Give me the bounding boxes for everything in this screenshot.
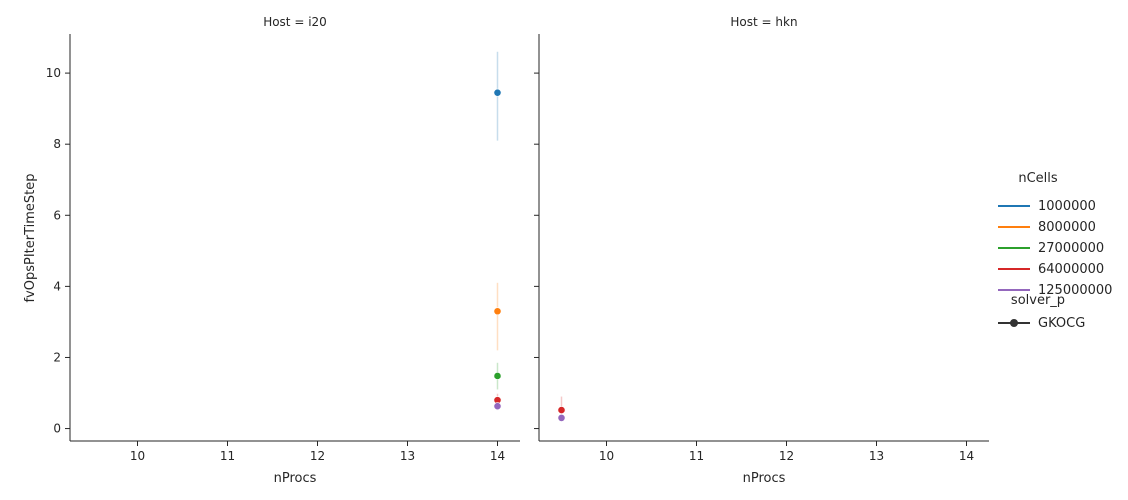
x-tick-label: 11 bbox=[220, 449, 235, 463]
x-tick-label: 10 bbox=[130, 449, 145, 463]
legend-hue-title: nCells bbox=[1018, 171, 1058, 186]
chart-panel-host-hkn: Host = hkn 10 11 12 13 14 nProcs bbox=[534, 15, 989, 486]
legend-style-title: solver_p bbox=[1011, 293, 1065, 308]
data-point bbox=[557, 413, 566, 422]
axis-ticks: 10 11 12 13 14 bbox=[534, 72, 974, 463]
chart-panel-host-i20: Host = i20 10 11 12 13 14 0 2 4 6 8 10 nProcs fvOp… bbox=[23, 15, 520, 486]
data-point bbox=[493, 402, 502, 411]
x-axis-label: nProcs bbox=[743, 471, 786, 486]
x-tick-label: 10 bbox=[599, 449, 614, 463]
legend-entry-label: 1000000 bbox=[1038, 199, 1096, 214]
legend-style-entries: GKOCG bbox=[998, 316, 1085, 331]
legend-entry-label: GKOCG bbox=[1038, 316, 1085, 331]
legend-entry-label: 27000000 bbox=[1038, 241, 1104, 256]
legend-entry-label: 125000000 bbox=[1038, 283, 1112, 298]
panel-title: Host = i20 bbox=[263, 15, 327, 29]
y-tick-label: 10 bbox=[46, 66, 61, 80]
x-tick-label: 14 bbox=[959, 449, 974, 463]
y-axis-label: fvOpsPIterTimeStep bbox=[23, 173, 38, 302]
legend-entry-label: 64000000 bbox=[1038, 262, 1104, 277]
x-axis-label: nProcs bbox=[274, 471, 317, 486]
data-point bbox=[493, 88, 502, 97]
x-tick-label: 12 bbox=[779, 449, 794, 463]
panel-title: Host = hkn bbox=[730, 15, 797, 29]
legend: nCells 1000000 8000000 27000000 64000000 125… bbox=[998, 171, 1112, 331]
series-marks bbox=[557, 396, 566, 422]
series-marks bbox=[493, 51, 502, 411]
legend-hue-entries: 1000000 8000000 27000000 64000000 125000000 bbox=[998, 199, 1112, 298]
y-tick-label: 2 bbox=[53, 350, 61, 364]
legend-marker bbox=[1010, 319, 1018, 327]
y-tick-label: 0 bbox=[53, 422, 61, 436]
x-tick-label: 13 bbox=[869, 449, 884, 463]
x-tick-label: 13 bbox=[400, 449, 415, 463]
axis-ticks: 10 11 12 13 14 0 2 4 6 8 10 bbox=[46, 66, 505, 463]
y-tick-label: 6 bbox=[53, 208, 61, 222]
data-point bbox=[493, 372, 502, 380]
x-tick-label: 11 bbox=[689, 449, 704, 463]
x-tick-label: 12 bbox=[310, 449, 325, 463]
y-tick-label: 8 bbox=[53, 137, 61, 151]
y-tick-label: 4 bbox=[53, 279, 61, 293]
x-tick-label: 14 bbox=[490, 449, 505, 463]
data-point bbox=[493, 307, 502, 316]
legend-entry-label: 8000000 bbox=[1038, 220, 1096, 235]
data-point bbox=[557, 406, 566, 414]
